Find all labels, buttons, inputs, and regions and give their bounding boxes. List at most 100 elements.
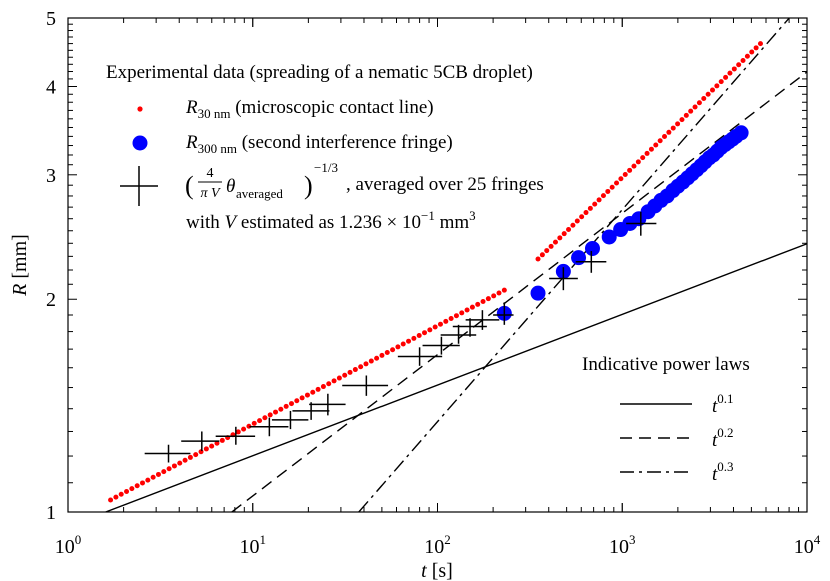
point-r30 xyxy=(193,452,199,458)
power-law-legend-title: Indicative power laws xyxy=(582,354,750,375)
point-r30 xyxy=(161,469,167,475)
point-r30 xyxy=(155,471,161,477)
point-r30 xyxy=(574,218,580,224)
point-r30 xyxy=(670,125,676,131)
point-r300 xyxy=(584,240,600,256)
point-r30 xyxy=(692,104,698,110)
point-r30 xyxy=(182,457,188,463)
point-r30 xyxy=(118,491,124,497)
axis-ticks xyxy=(67,17,808,513)
point-theta xyxy=(271,410,309,430)
point-r30 xyxy=(561,231,567,237)
y-tick-label: 3 xyxy=(46,165,56,187)
svg-text:, averaged over 25 fringes: , averaged over 25 fringes xyxy=(346,174,544,195)
point-r30 xyxy=(605,188,611,194)
point-r30 xyxy=(288,401,294,407)
point-r30 xyxy=(150,474,156,480)
point-r30 xyxy=(390,347,396,353)
point-theta xyxy=(493,302,514,325)
point-r30 xyxy=(437,321,443,327)
axis-tick-labels: 100 101 102 103 104 1 2 3 4 5 xyxy=(46,8,821,558)
point-r30 xyxy=(416,333,422,339)
point-theta xyxy=(144,444,191,463)
point-r30 xyxy=(570,222,576,228)
point-r30 xyxy=(723,74,729,80)
point-r30 xyxy=(235,429,241,435)
point-r30 xyxy=(609,184,615,190)
point-r30 xyxy=(400,341,406,347)
svg-text:θ: θ xyxy=(226,176,235,197)
point-r30 xyxy=(294,398,300,404)
series-theta xyxy=(144,211,657,463)
point-r30 xyxy=(600,193,606,199)
point-r30 xyxy=(310,389,316,395)
point-r30 xyxy=(539,252,545,258)
point-r30 xyxy=(129,486,135,492)
point-r30 xyxy=(657,138,663,144)
x-tick-label: 104 xyxy=(794,532,821,558)
power-law-legend: Indicative power laws t0.1 t0.2 t0.3 xyxy=(582,354,750,485)
point-r30 xyxy=(683,112,689,118)
point-r30 xyxy=(241,426,247,432)
point-r30 xyxy=(701,96,707,102)
point-r30 xyxy=(491,293,497,299)
point-r30 xyxy=(475,301,481,307)
power-law-line-0.1 xyxy=(105,243,807,512)
point-r30 xyxy=(587,205,593,211)
svg-text:): ) xyxy=(304,171,313,200)
point-r30 xyxy=(583,210,589,216)
point-r30 xyxy=(644,150,650,156)
point-r30 xyxy=(342,372,348,378)
point-theta xyxy=(309,393,346,416)
point-r30 xyxy=(744,53,750,59)
point-r30 xyxy=(705,91,711,97)
point-r30 xyxy=(336,375,342,381)
point-r30 xyxy=(469,304,475,310)
point-r30 xyxy=(592,201,598,207)
point-r30 xyxy=(422,330,428,336)
point-r30 xyxy=(315,386,321,392)
point-theta xyxy=(215,426,256,445)
x-axis-label: t [s] xyxy=(421,560,453,581)
power-law-lines xyxy=(105,18,807,512)
point-r30 xyxy=(326,381,332,387)
point-r30 xyxy=(753,45,759,51)
point-r30 xyxy=(113,494,119,500)
point-r30 xyxy=(427,327,433,333)
point-r300 xyxy=(530,285,546,301)
point-r30 xyxy=(535,256,541,262)
point-r30 xyxy=(406,338,412,344)
point-r30 xyxy=(140,480,146,486)
point-theta xyxy=(342,375,389,396)
point-r30 xyxy=(679,117,685,123)
point-r30 xyxy=(166,466,172,472)
point-r30 xyxy=(731,66,737,72)
point-r30 xyxy=(666,129,672,135)
point-r30 xyxy=(485,296,491,302)
x-tick-label: 102 xyxy=(424,532,451,558)
power-law-line-0.2 xyxy=(231,71,807,512)
legend-entry-r300: R300 nm (second interference fringe) xyxy=(185,132,453,156)
point-r30 xyxy=(544,248,550,254)
point-r30 xyxy=(714,83,720,89)
point-r30 xyxy=(688,108,694,114)
point-r30 xyxy=(631,163,637,169)
point-r300 xyxy=(571,250,587,266)
point-r30 xyxy=(124,488,130,494)
point-r30 xyxy=(552,239,558,245)
point-r30 xyxy=(618,176,624,182)
point-r30 xyxy=(596,197,602,203)
svg-text:averaged: averaged xyxy=(236,186,283,201)
point-r30 xyxy=(320,384,326,390)
point-r30 xyxy=(557,235,563,241)
point-theta xyxy=(422,336,460,355)
y-axis-label: R [mm] xyxy=(9,234,31,297)
x-tick-label: 101 xyxy=(240,532,267,558)
point-r30 xyxy=(627,167,633,173)
point-r30 xyxy=(662,134,668,140)
point-r30 xyxy=(187,454,193,460)
svg-text:4: 4 xyxy=(207,166,214,181)
point-r30 xyxy=(579,214,585,220)
point-r30 xyxy=(640,155,646,161)
point-r30 xyxy=(740,57,746,63)
